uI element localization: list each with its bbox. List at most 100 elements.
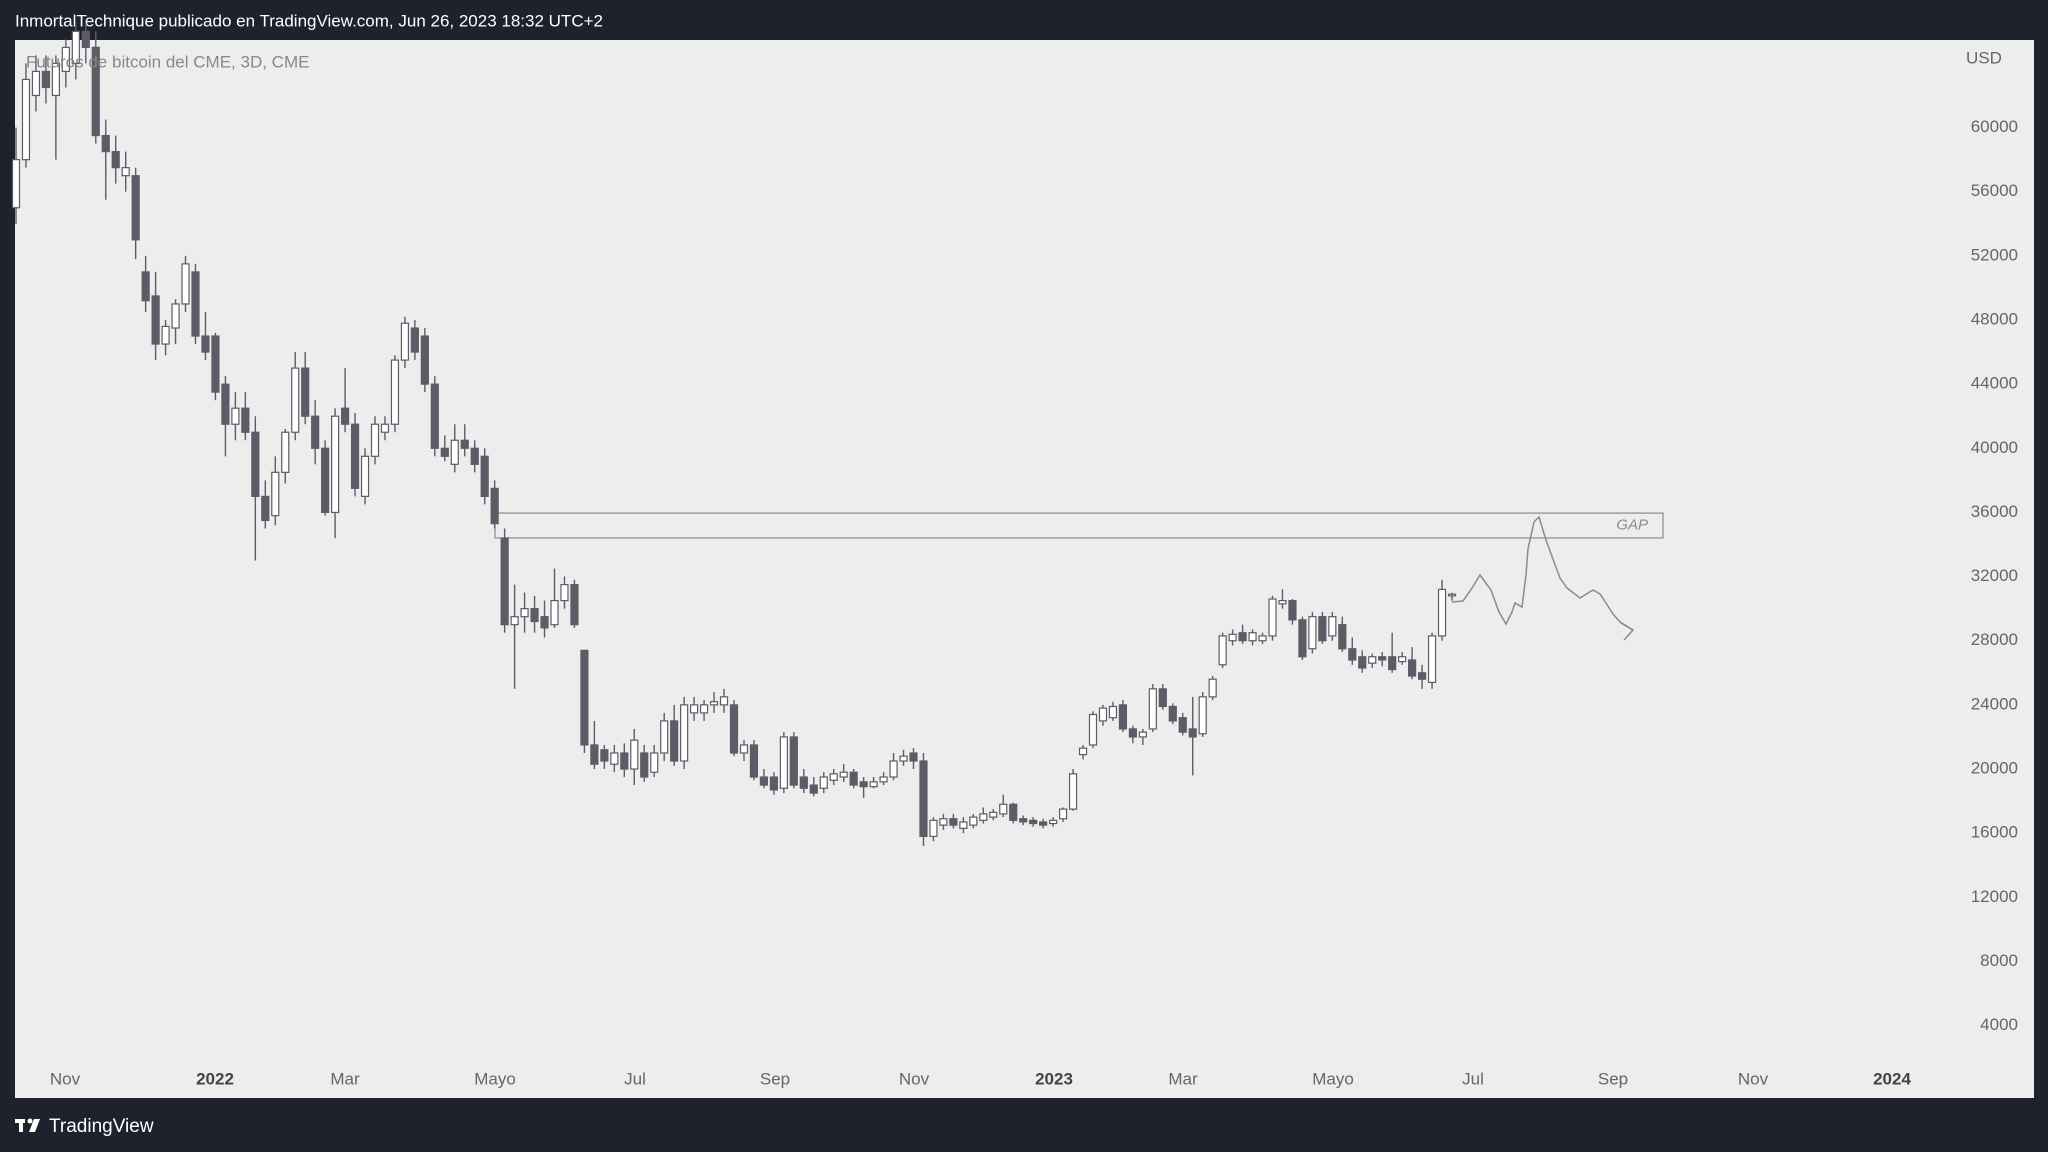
y-tick-label: 32000: [1971, 566, 2018, 585]
candle-body: [131, 175, 140, 241]
projection-sketch: [1451, 515, 1634, 631]
candle-body: [1288, 600, 1297, 621]
candle-body: [261, 495, 270, 522]
candle-body: [1118, 704, 1128, 730]
candle-body: [211, 335, 220, 393]
logo-part: [29, 1119, 40, 1132]
candle-body: [1238, 632, 1247, 642]
candle-body: [879, 776, 888, 783]
candle-body: [430, 383, 439, 449]
candle-body: [789, 736, 798, 786]
candle-body: [1437, 588, 1447, 637]
x-tick-label: Sep: [760, 1069, 790, 1088]
x-tick-label: Jul: [1462, 1069, 1484, 1088]
candle-body: [699, 704, 709, 714]
candle-body: [1318, 616, 1327, 642]
candle-body: [749, 744, 759, 778]
y-tick-label: 24000: [1971, 694, 2018, 713]
candle-body: [650, 752, 659, 773]
candle-body: [410, 327, 419, 353]
candle-body: [1368, 656, 1377, 664]
publish-info: InmortalTechnique publicado en TradingVi…: [15, 11, 603, 30]
candle-body: [709, 701, 719, 706]
candle-body: [360, 455, 370, 497]
candle-body: [321, 447, 330, 514]
candle-body: [331, 415, 340, 514]
candle-body: [1098, 707, 1108, 722]
candle-body: [1039, 821, 1048, 826]
candle-body: [1009, 803, 1018, 821]
candle-body: [1198, 696, 1207, 735]
y-tick-label: 8000: [1980, 951, 2018, 970]
candle-body: [1178, 717, 1187, 733]
candle-body: [121, 167, 130, 177]
candle-body: [350, 423, 360, 489]
candle-body: [1218, 635, 1227, 666]
x-tick-label: Sep: [1598, 1069, 1628, 1088]
candle-body: [281, 431, 290, 473]
candle-body: [1128, 728, 1137, 738]
y-tick-label: 44000: [1971, 374, 2018, 393]
candle-body: [779, 736, 788, 789]
candle-body: [1358, 656, 1367, 669]
candle-body: [41, 70, 51, 89]
candle-body: [1049, 819, 1058, 825]
candle-body: [111, 151, 120, 169]
x-tick-label: Nov: [1738, 1069, 1769, 1088]
candle-body: [31, 70, 41, 97]
candle-body: [1228, 633, 1237, 642]
x-tick-label: 2023: [1035, 1069, 1073, 1088]
candle-body: [291, 367, 300, 433]
candle-body: [470, 447, 479, 465]
candle-body: [1378, 656, 1387, 661]
candle-body: [500, 537, 509, 626]
y-tick-label: 52000: [1971, 245, 2018, 264]
x-tick-label: Jul: [624, 1069, 646, 1088]
candle-body: [969, 816, 978, 826]
candle-body: [1338, 624, 1347, 650]
brand-name: TradingView: [49, 1116, 154, 1137]
candle-body: [1328, 616, 1337, 637]
x-tick-label: Mayo: [1312, 1069, 1354, 1088]
candle-body: [939, 818, 948, 826]
y-tick-label: 60000: [1971, 117, 2018, 136]
candle-body: [1427, 635, 1437, 684]
candle-body: [989, 811, 998, 818]
candle-body: [550, 600, 559, 626]
x-tick-label: 2022: [196, 1069, 234, 1088]
candle-body: [570, 583, 579, 626]
chart-panel: [15, 40, 2034, 1098]
candle-body: [161, 325, 170, 345]
candle-body: [600, 749, 609, 762]
y-tick-label: 36000: [1971, 502, 2018, 521]
candle-body: [660, 720, 669, 754]
candle-body: [11, 159, 21, 209]
candle-body: [1019, 818, 1028, 823]
x-tick-label: Mar: [330, 1069, 360, 1088]
candle-body: [610, 752, 619, 765]
candle-body: [680, 704, 689, 762]
candle-body: [540, 616, 549, 629]
x-tick-label: Nov: [899, 1069, 930, 1088]
candle-body: [719, 696, 729, 706]
candle-body: [450, 439, 459, 465]
x-tick-label: Nov: [50, 1069, 81, 1088]
candle-body: [201, 335, 210, 353]
candle-body: [1398, 656, 1407, 663]
candle-body: [640, 752, 649, 778]
y-tick-label: 56000: [1971, 181, 2018, 200]
candle-body: [1388, 656, 1397, 671]
candle-body: [620, 752, 629, 770]
candle-body: [839, 771, 848, 778]
candle-body: [420, 335, 429, 385]
candle-body: [829, 773, 838, 781]
candle-body: [101, 134, 110, 153]
candle-body: [91, 46, 100, 137]
candle-body: [271, 471, 280, 517]
y-tick-label: 48000: [1971, 309, 2018, 328]
candle-body: [191, 271, 200, 337]
candle-body: [819, 776, 828, 789]
candle-body: [480, 455, 489, 497]
candle-body: [1068, 773, 1078, 810]
candle-body: [141, 271, 150, 302]
